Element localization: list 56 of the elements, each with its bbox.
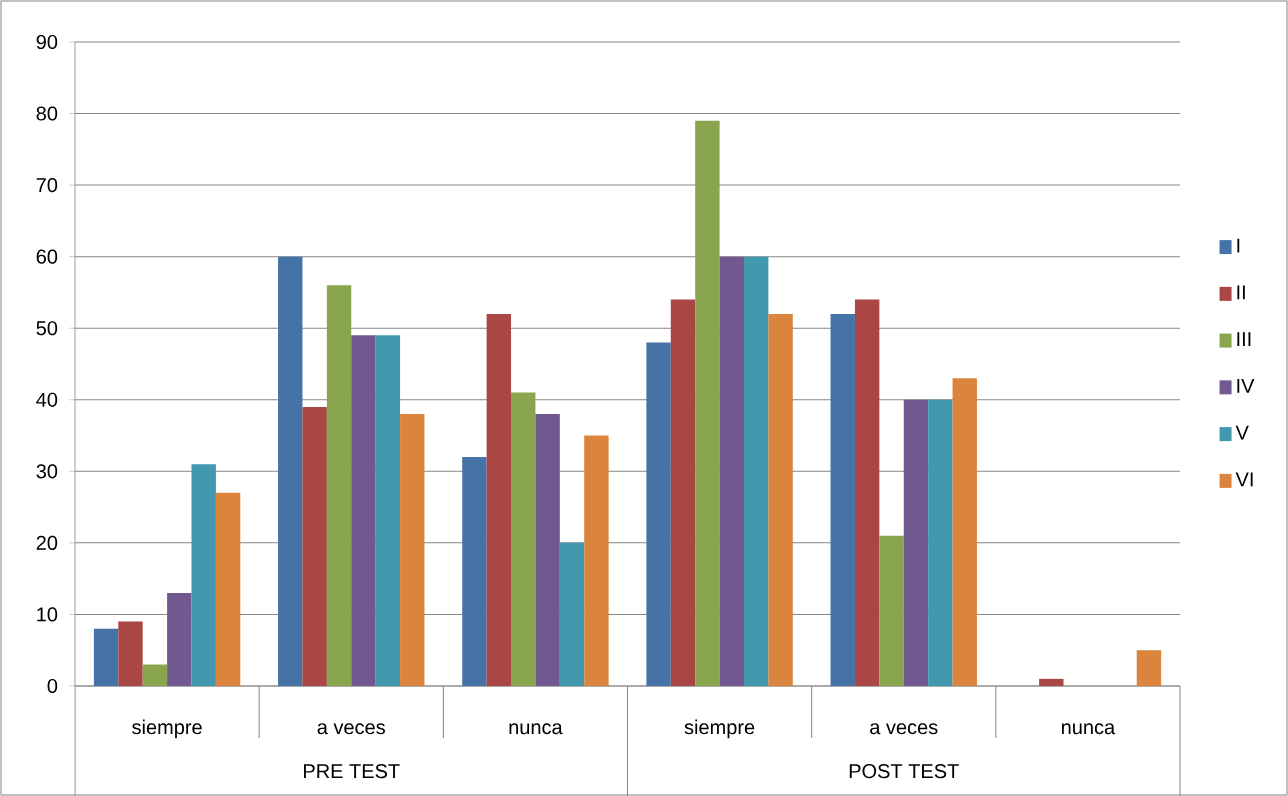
bar: [535, 414, 560, 686]
bar: [646, 342, 671, 686]
x-tick-label: nunca: [1061, 723, 1116, 735]
bar: [462, 457, 487, 686]
bar: [952, 378, 977, 686]
x-tick-label: a veces: [317, 723, 385, 735]
bar: [743, 256, 769, 686]
bar: [854, 299, 880, 686]
legend-label: V: [1235, 425, 1249, 440]
bar: [326, 285, 352, 686]
bar: [1039, 678, 1064, 686]
bar: [903, 399, 929, 686]
bar: [559, 542, 585, 686]
bar: [719, 256, 744, 686]
bar: [302, 406, 327, 686]
y-tick-label: 40: [36, 392, 58, 407]
x-tick-label: siempre: [132, 719, 202, 739]
bar: [511, 392, 536, 686]
legend-label: I: [1237, 238, 1240, 253]
y-tick-label: 70: [36, 178, 58, 193]
bar: [191, 464, 216, 686]
x-tick-label: siempre: [684, 719, 755, 739]
bar: [400, 414, 425, 686]
bar: [768, 313, 793, 686]
bar: [486, 313, 512, 686]
legend-label: III: [1237, 332, 1251, 346]
y-tick-label: 80: [36, 106, 58, 121]
x-tick-label: a veces: [870, 723, 938, 735]
bar: [830, 313, 855, 686]
y-tick-label: 90: [36, 34, 58, 50]
legend-label: VI: [1235, 472, 1253, 487]
bar: [670, 299, 696, 686]
x-tick-label: nunca: [509, 723, 563, 735]
text: PRE TEST: [303, 764, 400, 779]
bar: [93, 628, 119, 686]
bar: [1136, 650, 1162, 686]
bar: [278, 256, 303, 686]
bar: [695, 120, 720, 686]
legend-label: II: [1237, 285, 1245, 300]
bar: [375, 335, 401, 686]
y-tick-label: 30: [36, 464, 58, 479]
bar: [928, 399, 953, 686]
y-tick-label: 10: [37, 607, 58, 622]
bar: [215, 492, 241, 686]
y-tick-label: 20: [36, 535, 58, 550]
bar: [879, 535, 904, 686]
text: POST TEST: [849, 764, 959, 779]
bar: [584, 435, 609, 686]
bar: [351, 335, 376, 686]
bar: [167, 592, 192, 686]
legend-label: IV: [1237, 378, 1255, 393]
bar: [142, 664, 168, 686]
y-tick-label: 60: [36, 249, 58, 264]
bar: [118, 621, 143, 686]
y-tick-label: 50: [36, 321, 58, 336]
y-tick-label: 0: [47, 678, 58, 694]
